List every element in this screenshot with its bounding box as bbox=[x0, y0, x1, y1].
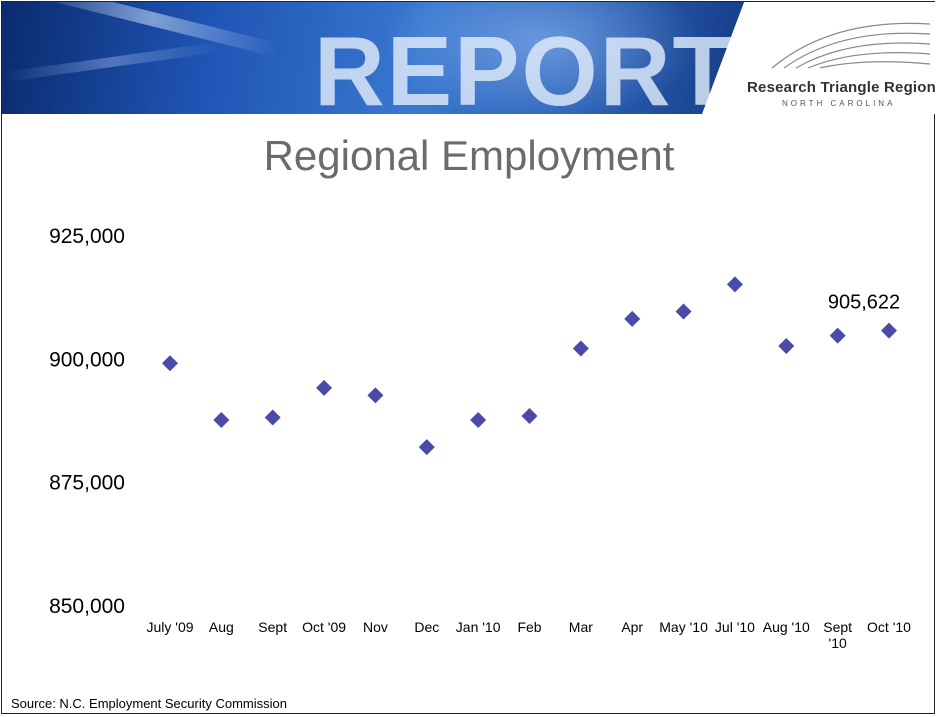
data-point-diamond bbox=[418, 439, 435, 456]
y-tick-label: 925,000 bbox=[49, 225, 125, 248]
data-point-diamond bbox=[470, 412, 487, 428]
report-wordmark: REPORT bbox=[314, 16, 735, 114]
data-label: 905,622 bbox=[828, 292, 900, 314]
x-tick-label: Jan '10 bbox=[456, 619, 501, 635]
data-point-diamond bbox=[726, 276, 743, 293]
research-triangle-logo-icon bbox=[771, 22, 931, 69]
data-point-diamond bbox=[213, 412, 230, 428]
data-point-diamond bbox=[778, 338, 795, 354]
data-point-diamond bbox=[624, 310, 641, 327]
data-point-diamond bbox=[367, 387, 384, 404]
y-tick-label: 900,000 bbox=[49, 348, 125, 371]
x-tick-label: May '10 bbox=[659, 619, 708, 635]
x-tick-label: Apr bbox=[621, 619, 643, 635]
x-tick-label: Sept '10 bbox=[823, 619, 852, 651]
banner-glow bbox=[382, 2, 702, 114]
x-tick-label: Aug bbox=[209, 619, 234, 635]
logo-subtitle: NORTH CAROLINA bbox=[782, 99, 896, 108]
chart-title: Regional Employment bbox=[263, 132, 675, 179]
logo-title: Research Triangle Region bbox=[747, 79, 937, 96]
y-tick-label: 850,000 bbox=[49, 595, 125, 618]
x-tick-label: Feb bbox=[517, 619, 541, 635]
x-tick-label: Jul '10 bbox=[715, 619, 755, 635]
x-tick-label: Oct '09 bbox=[302, 619, 346, 635]
data-point-diamond bbox=[572, 340, 589, 357]
x-tick-label: July '09 bbox=[146, 619, 193, 635]
data-point-diamond bbox=[264, 409, 281, 426]
x-tick-label: Oct '10 bbox=[867, 619, 911, 635]
logo-panel bbox=[702, 2, 936, 114]
data-point-diamond bbox=[675, 303, 692, 320]
data-point-diamond bbox=[881, 322, 897, 339]
x-tick-label: Mar bbox=[569, 619, 593, 635]
x-tick-label: Sept bbox=[258, 619, 287, 635]
x-tick-label: Dec bbox=[414, 619, 439, 635]
data-point-diamond bbox=[521, 408, 538, 425]
y-tick-label: 875,000 bbox=[49, 472, 125, 495]
x-tick-label: Aug '10 bbox=[763, 619, 810, 635]
data-point-diamond bbox=[316, 379, 333, 396]
data-point-diamond bbox=[829, 327, 846, 344]
x-tick-label: Nov bbox=[363, 619, 388, 635]
data-point-diamond bbox=[162, 355, 178, 372]
source-note: Source: N.C. Employment Security Commiss… bbox=[11, 696, 287, 711]
